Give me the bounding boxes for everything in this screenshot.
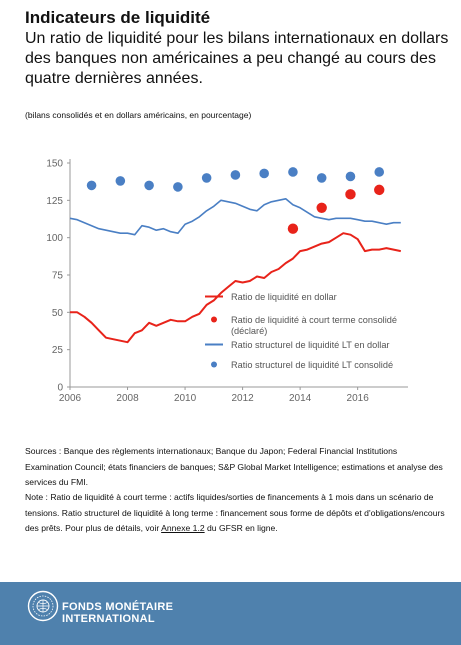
imf-seal-icon <box>27 590 59 622</box>
x-tick-label: 2006 <box>59 393 82 404</box>
unit-note: (bilans consolidés et en dollars américa… <box>25 110 252 120</box>
x-tick-label: 2014 <box>289 393 312 404</box>
legend-label-1: Ratio de liquidité en dollar <box>231 292 337 302</box>
chart-subtitle: Un ratio de liquidité pour les bilans in… <box>25 30 449 87</box>
legend-swatch-4 <box>211 361 217 368</box>
legend-label-3: Ratio structurel de liquidité LT en doll… <box>231 340 389 350</box>
series-4-point <box>345 171 356 182</box>
imf-banner: FONDS MONÉTAIRE INTERNATIONAL <box>0 582 461 645</box>
chart-title: Indicateurs de liquidité <box>25 8 211 27</box>
y-tick-label: 75 <box>52 271 64 282</box>
liquidity-chart: 0 25 50 75 100 125 150 2006 2008 2010 2012 2014 2016… <box>46 159 408 404</box>
chart-plot-area <box>69 167 402 344</box>
series-4-point <box>201 173 212 183</box>
legend-label-2: Ratio de liquidité à court terme consoli… <box>231 315 397 325</box>
imf-name-line2: INTERNATIONAL <box>62 613 155 625</box>
y-tick-label: 150 <box>46 159 63 170</box>
series-4-point <box>374 167 385 177</box>
x-tick-label: 2010 <box>174 393 197 404</box>
series-4-point <box>316 173 327 183</box>
series-4-point <box>86 180 97 191</box>
series-line-3 <box>69 198 401 236</box>
note-text: Note : Ratio de liquidité à court terme … <box>25 490 445 537</box>
series-line-1 <box>70 232 402 344</box>
sources-text: Sources : Banque des règlements internat… <box>25 446 443 487</box>
x-tick-label: 2008 <box>116 393 139 404</box>
legend-label-2: (déclaré) <box>231 326 267 336</box>
legend-swatch-2 <box>211 316 217 323</box>
y-tick-label: 50 <box>52 308 64 319</box>
series-4-point <box>115 176 126 186</box>
y-tick-label: 125 <box>46 196 63 207</box>
note-text-end: du GFSR en ligne. <box>204 523 278 533</box>
y-tick-label: 100 <box>46 233 63 244</box>
x-tick-label: 2012 <box>231 393 254 404</box>
series-4-point <box>144 180 154 191</box>
y-tick-label: 25 <box>52 345 64 356</box>
series-2-point <box>287 223 299 234</box>
series-4-point <box>288 167 298 177</box>
x-tick-label: 2016 <box>347 393 370 404</box>
imf-name-line1: FONDS MONÉTAIRE <box>62 601 174 613</box>
y-tick-label: 0 <box>57 383 63 394</box>
series-2-point <box>345 189 356 200</box>
imf-wordmark: FONDS MONÉTAIRE INTERNATIONAL <box>62 601 173 625</box>
legend-label-4: Ratio structurel de liquidité LT consoli… <box>231 360 393 370</box>
note-text-start: Note : Ratio de liquidité à court terme … <box>25 492 445 533</box>
series-4-point <box>259 168 269 179</box>
chart-legend: Ratio de liquidité en dollar Ratio de liq… <box>205 292 397 370</box>
series-2-point <box>316 202 327 213</box>
chart-axes: 0 25 50 75 100 125 150 2006 2008 2010 2012 2014 2016 <box>46 159 408 404</box>
series-4-point <box>230 170 241 180</box>
series-2-point <box>374 184 385 196</box>
series-4-point <box>173 182 183 192</box>
annex-link[interactable]: Annexe 1.2 <box>161 523 205 533</box>
